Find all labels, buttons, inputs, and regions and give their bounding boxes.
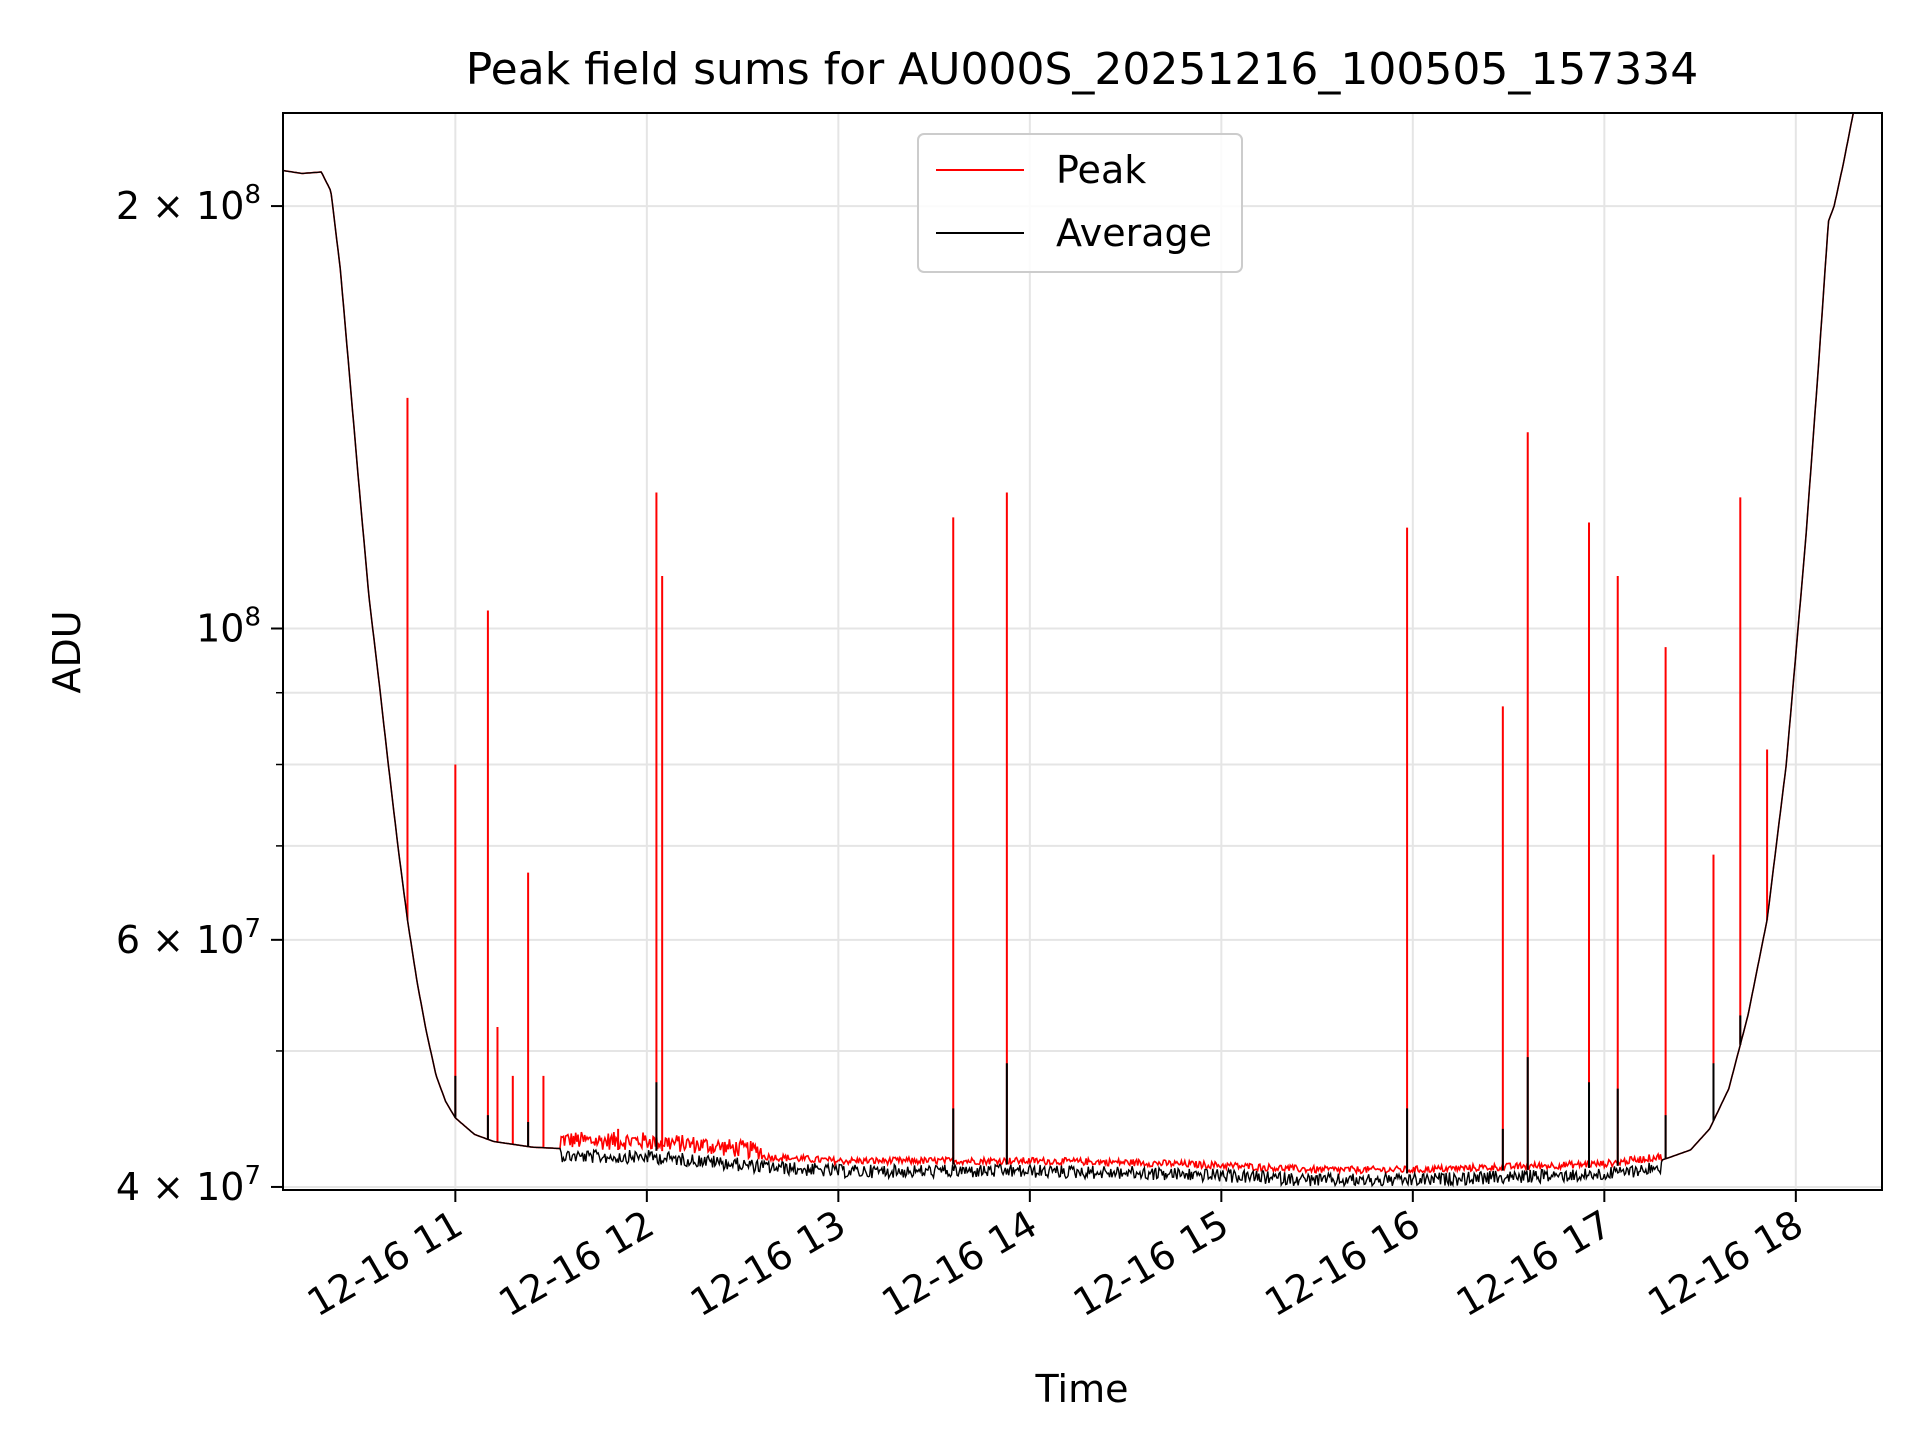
- legend: Peak Average: [917, 133, 1243, 273]
- y-tick-label-exp-2: 8: [244, 603, 261, 633]
- y-tick-label-base-1: 6 × 10: [116, 918, 245, 962]
- plot-frame: [282, 112, 1883, 1191]
- y-tick-label-2: 108: [196, 603, 261, 651]
- y-tick-label-base-0: 4 × 10: [116, 1165, 245, 1209]
- average-line: [282, 112, 1854, 1188]
- x-tick-label-0: 12-16 11: [300, 1202, 470, 1326]
- y-tick-label-0: 4 × 107: [116, 1161, 261, 1209]
- x-tick-label-1: 12-16 12: [491, 1202, 661, 1326]
- grid: [283, 113, 1882, 1190]
- legend-box: [917, 133, 1243, 273]
- x-tick-label-3: 12-16 14: [874, 1202, 1044, 1326]
- y-axis-label: ADU: [45, 610, 89, 693]
- legend-label-peak: Peak: [1056, 148, 1146, 192]
- x-tick-label-4: 12-16 15: [1066, 1202, 1236, 1326]
- x-axis-label: Time: [1035, 1367, 1129, 1411]
- y-tick-label-exp-3: 8: [244, 180, 261, 210]
- y-tick-label-exp-1: 7: [244, 914, 261, 944]
- y-tick-label-base-3: 2 × 10: [116, 184, 245, 228]
- y-tick-label-1: 6 × 107: [116, 914, 261, 962]
- x-axis: 12-16 11 12-16 12 12-16 13 12-16 14 12-16 15…: [300, 1190, 1810, 1325]
- series-average: [282, 112, 1854, 1188]
- y-tick-label-exp-0: 7: [244, 1161, 261, 1191]
- x-tick-label-6: 12-16 17: [1449, 1202, 1619, 1326]
- x-tick-label-7: 12-16 18: [1640, 1202, 1810, 1326]
- x-tick-label-2: 12-16 13: [683, 1202, 853, 1326]
- y-tick-label-base-2: 10: [196, 607, 244, 651]
- y-tick-label-3: 2 × 108: [116, 180, 261, 228]
- chart-title: Peak field sums for AU000S_20251216_1005…: [466, 44, 1699, 95]
- x-tick-label-5: 12-16 16: [1257, 1202, 1427, 1326]
- legend-label-average: Average: [1056, 211, 1212, 255]
